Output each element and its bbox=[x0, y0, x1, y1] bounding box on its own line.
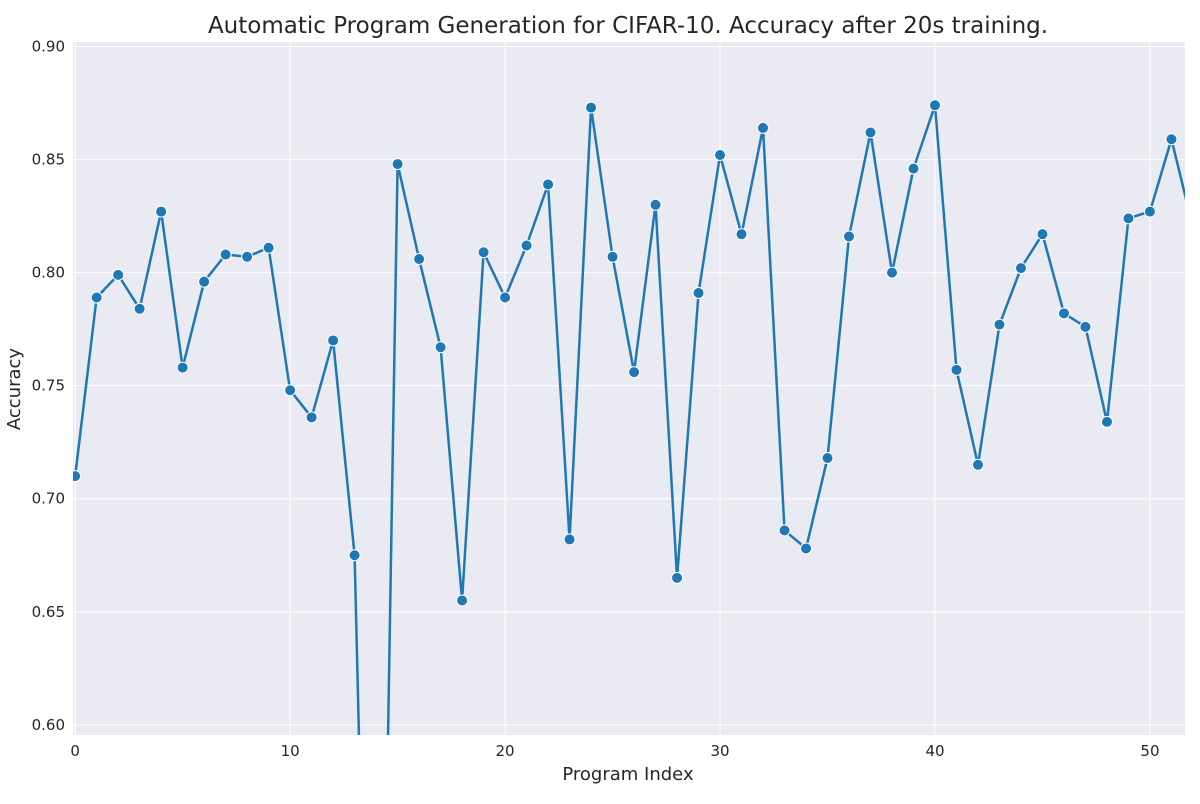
marker bbox=[241, 250, 254, 263]
marker bbox=[90, 291, 103, 304]
marker bbox=[950, 363, 963, 376]
marker bbox=[520, 239, 533, 252]
y-axis-label: Accuracy bbox=[4, 348, 25, 431]
marker bbox=[413, 253, 426, 266]
marker bbox=[456, 594, 469, 607]
marker bbox=[993, 318, 1006, 331]
marker bbox=[112, 268, 125, 281]
marker bbox=[542, 178, 555, 191]
marker bbox=[907, 162, 920, 175]
marker bbox=[1100, 415, 1113, 428]
marker bbox=[198, 275, 211, 288]
marker bbox=[735, 228, 748, 241]
y-tick-label: 0.90 bbox=[32, 38, 65, 56]
x-tick-label: 40 bbox=[925, 742, 944, 760]
marker bbox=[1079, 320, 1092, 333]
marker bbox=[155, 205, 168, 218]
marker bbox=[391, 158, 404, 171]
marker bbox=[971, 458, 984, 471]
marker bbox=[305, 411, 318, 424]
marker bbox=[671, 571, 684, 584]
marker bbox=[284, 384, 297, 397]
y-tick-label: 0.75 bbox=[32, 377, 65, 395]
marker bbox=[219, 248, 232, 261]
marker bbox=[499, 291, 512, 304]
marker bbox=[1122, 212, 1135, 225]
x-tick-label: 30 bbox=[710, 742, 729, 760]
chart-title: Automatic Program Generation for CIFAR-1… bbox=[208, 13, 1048, 39]
y-tick-label: 0.85 bbox=[32, 151, 65, 169]
marker bbox=[434, 341, 447, 354]
marker bbox=[628, 366, 641, 379]
marker bbox=[778, 524, 791, 537]
marker bbox=[133, 302, 146, 315]
marker bbox=[585, 101, 598, 114]
y-tick-label: 0.80 bbox=[32, 264, 65, 282]
marker bbox=[843, 230, 856, 243]
y-tick-label: 0.65 bbox=[32, 603, 65, 621]
marker bbox=[714, 149, 727, 162]
marker bbox=[176, 361, 189, 374]
marker bbox=[757, 121, 770, 134]
marker bbox=[649, 198, 662, 211]
marker bbox=[821, 452, 834, 465]
marker bbox=[1143, 205, 1156, 218]
marker bbox=[692, 286, 705, 299]
marker bbox=[1036, 228, 1049, 241]
x-tick-label: 10 bbox=[281, 742, 300, 760]
marker bbox=[606, 250, 619, 263]
marker bbox=[477, 246, 490, 259]
marker bbox=[327, 334, 340, 347]
marker bbox=[73, 470, 82, 483]
marker bbox=[262, 241, 275, 254]
y-tick-label: 0.60 bbox=[32, 716, 65, 734]
y-tick-label: 0.70 bbox=[32, 490, 65, 508]
marker bbox=[1057, 307, 1070, 320]
marker bbox=[864, 126, 877, 139]
marker bbox=[928, 99, 941, 112]
marker bbox=[348, 549, 361, 562]
marker bbox=[1187, 222, 1198, 233]
marker bbox=[1014, 262, 1027, 275]
marker bbox=[886, 266, 899, 279]
plot-area bbox=[73, 42, 1185, 735]
x-tick-label: 0 bbox=[70, 742, 80, 760]
marker bbox=[563, 533, 576, 546]
marker bbox=[800, 542, 813, 555]
x-tick-label: 20 bbox=[496, 742, 515, 760]
x-tick-label: 50 bbox=[1140, 742, 1159, 760]
marker bbox=[1165, 133, 1178, 146]
x-axis-label: Program Index bbox=[562, 764, 694, 785]
